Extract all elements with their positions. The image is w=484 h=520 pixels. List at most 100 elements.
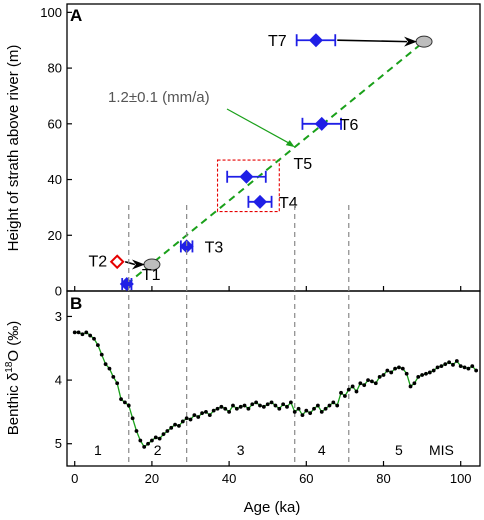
isotope-point <box>227 410 232 414</box>
y-axis-title-prefix: Benthic δ <box>5 373 22 436</box>
x-axis-title: Age (ka) <box>244 499 301 516</box>
isotope-point <box>184 416 189 421</box>
y-axis-title-sup: 18 <box>4 361 15 373</box>
isotope-point <box>323 406 328 411</box>
isotope-point <box>300 413 305 417</box>
isotope-point <box>76 330 81 335</box>
isotope-point <box>285 404 289 409</box>
mis-stage-label: 2 <box>154 442 162 458</box>
isotope-point <box>142 445 147 449</box>
mis-stage-label: 3 <box>237 442 245 458</box>
isotope-point <box>331 400 336 405</box>
panel-a-y-axis-title: Height of strath above river (m) <box>5 45 22 252</box>
mis-stage-label: 1 <box>94 442 102 458</box>
y-tick-label: 40 <box>48 172 62 187</box>
isotope-point <box>312 406 316 411</box>
isotope-point <box>315 403 320 408</box>
isotope-point <box>439 364 444 368</box>
isotope-point <box>192 413 197 417</box>
terrace-label: T4 <box>279 195 298 212</box>
isotope-point <box>281 402 286 407</box>
arrow-t7-line <box>337 39 408 43</box>
y-tick-label: 4 <box>55 373 62 388</box>
isotope-point <box>343 394 347 398</box>
arrow-t7-head <box>404 36 418 47</box>
terrace-label: T3 <box>205 239 224 256</box>
isotope-point <box>319 410 324 414</box>
isotope-point <box>204 410 208 414</box>
x-tick-label: 20 <box>145 471 159 486</box>
isotope-point <box>385 368 390 373</box>
y-tick-label: 3 <box>55 309 62 324</box>
isotope-point <box>146 441 150 446</box>
y-tick-label: 60 <box>48 116 62 131</box>
isotope-point <box>358 381 363 386</box>
arrow-t2-head <box>131 259 145 270</box>
terrace-point <box>179 239 194 254</box>
isotope-point <box>327 403 332 408</box>
isotope-point <box>177 424 181 428</box>
isotope-point <box>431 368 436 373</box>
isotope-point <box>393 366 397 371</box>
isotope-point <box>308 411 313 416</box>
isotope-point <box>346 387 351 392</box>
isotope-point <box>173 422 177 427</box>
isotope-point <box>377 375 382 379</box>
isotope-point <box>397 365 401 370</box>
isotope-point <box>273 403 278 408</box>
isotope-point <box>126 403 131 408</box>
y-tick-label: 20 <box>48 228 62 243</box>
isotope-point <box>435 365 440 370</box>
highlight-box <box>216 159 280 213</box>
isotope-point <box>462 365 467 370</box>
panel-a-plot: 0 20 40 60 80 100 1.2±0.1 (mm/a) T1 T2 T3 T4 T5 T6 T7 <box>40 5 462 299</box>
x-tick-label: 40 <box>222 471 236 486</box>
isotope-point <box>362 383 367 388</box>
isotope-point <box>350 384 355 389</box>
isotope-point <box>84 330 89 335</box>
isotope-point <box>416 375 421 379</box>
terrace-point <box>308 33 323 48</box>
isotope-point <box>304 408 309 413</box>
rate-pointer-arrowhead <box>285 140 295 148</box>
terrace-point-outlier <box>109 254 125 270</box>
terrace-label: T7 <box>268 33 287 50</box>
isotope-point <box>188 417 193 422</box>
terrace-label: T2 <box>89 254 108 271</box>
y-tick-label: 80 <box>48 61 62 76</box>
arrow-t2-line <box>124 260 136 266</box>
isotope-point <box>404 371 409 376</box>
x-tick-label: 0 <box>71 471 78 486</box>
isotope-point <box>180 419 185 424</box>
isotope-point <box>474 368 479 373</box>
isotope-point <box>99 352 104 357</box>
isotope-point <box>408 384 413 389</box>
isotope-point <box>373 381 378 386</box>
terrace-point <box>239 169 254 184</box>
isotope-point <box>234 406 239 411</box>
isotope-point <box>92 336 96 341</box>
isotope-point <box>454 359 459 363</box>
isotope-point <box>207 413 212 417</box>
x-tick-label: 60 <box>299 471 313 486</box>
isotope-point <box>443 362 448 367</box>
y-tick-label: 0 <box>55 284 62 299</box>
terrace-point <box>314 116 329 131</box>
isotope-point <box>130 416 135 421</box>
isotope-point <box>400 366 405 371</box>
isotope-point <box>250 402 255 407</box>
rate-label: 1.2±0.1 (mm/a) <box>108 89 210 106</box>
isotope-point <box>103 362 108 367</box>
isotope-point <box>335 403 340 408</box>
isotope-point <box>111 375 116 379</box>
isotope-point <box>381 373 386 377</box>
panel-a-letter: A <box>70 6 82 25</box>
isotope-point <box>223 406 228 411</box>
isotope-point <box>165 429 170 433</box>
isotope-point <box>200 411 204 416</box>
isotope-point <box>211 408 216 413</box>
panel-b-plot: 3 4 5 0 20 40 60 80 100 1 2 3 4 5 MIS <box>55 205 479 486</box>
isotope-point <box>246 406 251 411</box>
y-tick-label: 100 <box>40 5 62 20</box>
isotope-point <box>196 415 201 419</box>
